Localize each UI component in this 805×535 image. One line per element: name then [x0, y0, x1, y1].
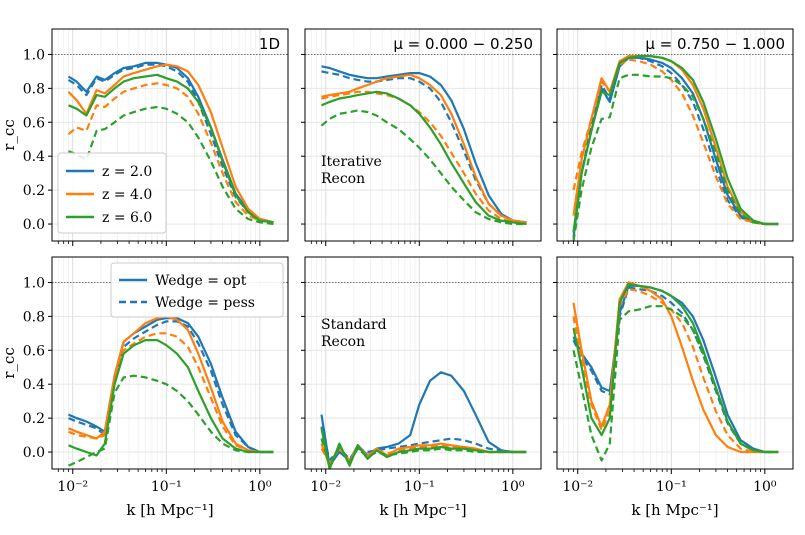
series-line-z6-pess	[572, 73, 779, 241]
series-line-z4-opt	[321, 73, 527, 224]
series-line-z6-opt	[572, 283, 779, 454]
series-line-z6-pess	[572, 305, 779, 462]
series-line-z6-opt	[68, 339, 274, 457]
x-tick-label: 10⁻¹	[151, 479, 182, 495]
y-tick-label: 0.4	[23, 149, 45, 165]
series-layer	[67, 54, 779, 469]
series-line-z2-opt	[321, 65, 527, 224]
x-axis-label: k [h Mpc⁻¹]	[631, 501, 718, 519]
x-tick-label: 10⁻²	[57, 479, 88, 495]
y-axis-label: r_cc	[0, 347, 18, 378]
panel-title: μ = 0.000 − 0.250	[393, 35, 533, 53]
axes-layer	[48, 28, 794, 474]
series-line-z6-opt	[68, 73, 274, 224]
row-annotation-line: Iterative	[321, 154, 382, 170]
panel-title: 1D	[259, 35, 280, 53]
legend-label-z2: z = 2.0	[102, 164, 152, 180]
y-tick-label: 0.2	[23, 183, 45, 199]
series-line-z6-pess	[320, 109, 527, 226]
panel-series-group	[572, 281, 779, 462]
series-line-z4-pess	[572, 58, 779, 226]
panel-series-group	[320, 371, 527, 469]
x-axis-label: k [h Mpc⁻¹]	[126, 501, 213, 519]
y-tick-label: 0.8	[23, 309, 45, 325]
series-line-z2-opt	[572, 284, 779, 454]
panel-frame	[556, 28, 794, 242]
legend-label-z4: z = 4.0	[102, 187, 152, 203]
series-line-z6-opt	[572, 54, 779, 233]
y-tick-label: 1.0	[23, 275, 45, 291]
series-line-z2-pess	[321, 70, 527, 224]
text-layer: 0.0 0.2 0.4 0.6 0.8 1.0 1D r_cc μ = 0.000 − 0.25…	[0, 35, 785, 519]
legend-wedge-box	[110, 262, 284, 318]
series-line-z6-pess	[320, 438, 527, 467]
x-tick-label: 10⁰	[248, 479, 272, 495]
y-tick-label: 0.4	[23, 377, 45, 393]
legend-redshift-box	[57, 152, 167, 234]
panel-frame	[304, 256, 542, 470]
y-tick-label: 1.0	[23, 47, 45, 63]
y-axis-label: r_cc	[0, 119, 18, 150]
row-annotation-line: Recon	[321, 334, 365, 350]
panel-series-group	[572, 54, 779, 241]
y-tick-label: 0.0	[23, 217, 45, 233]
series-line-z4-pess	[321, 90, 527, 226]
x-axis-label: k [h Mpc⁻¹]	[379, 501, 466, 519]
legend-label-z6: z = 6.0	[102, 210, 152, 226]
row-annotation-line: Standard	[321, 317, 387, 333]
y-tick-label: 0.6	[23, 115, 45, 131]
panel-series-group	[320, 65, 527, 226]
series-line-z4-opt	[67, 63, 274, 224]
series-line-z6-pess	[68, 105, 274, 226]
series-line-z6-opt	[320, 428, 527, 469]
legend-label-pess: Wedge = pess	[155, 295, 255, 311]
x-tick-label: 10⁻²	[310, 479, 341, 495]
y-tick-label: 0.8	[23, 81, 45, 97]
panel-frame	[304, 28, 542, 242]
panel-series-group	[67, 61, 274, 226]
y-tick-label: 0.6	[23, 343, 45, 359]
panel-title: μ = 0.750 − 1.000	[645, 35, 785, 53]
x-tick-label: 10⁻¹	[404, 479, 435, 495]
x-tick-label: 10⁻²	[562, 479, 593, 495]
series-line-z2-pess	[68, 320, 274, 454]
panel-frame	[51, 28, 289, 242]
series-line-z6-opt	[321, 90, 527, 226]
series-line-z4-pess	[572, 288, 779, 454]
x-tick-label: 10⁰	[501, 479, 525, 495]
legend-label-opt: Wedge = opt	[155, 273, 247, 289]
series-line-z6-pess	[68, 374, 274, 467]
y-tick-label: 0.0	[23, 445, 45, 461]
series-line-z4-pess	[68, 332, 274, 454]
series-line-z2-opt	[68, 317, 274, 454]
x-tick-label: 10⁻¹	[656, 479, 687, 495]
x-tick-label: 10⁰	[753, 479, 777, 495]
series-line-z4-pess	[67, 82, 274, 224]
legend-layer: z = 2.0 z = 4.0 z = 6.0 Wedge = opt Wedge = …	[57, 152, 284, 318]
row-annotation-line: Recon	[321, 171, 365, 187]
y-tick-label: 0.2	[23, 411, 45, 427]
panel-series-group	[68, 315, 274, 467]
panel-frame	[556, 256, 794, 470]
panel-frame	[51, 256, 289, 470]
